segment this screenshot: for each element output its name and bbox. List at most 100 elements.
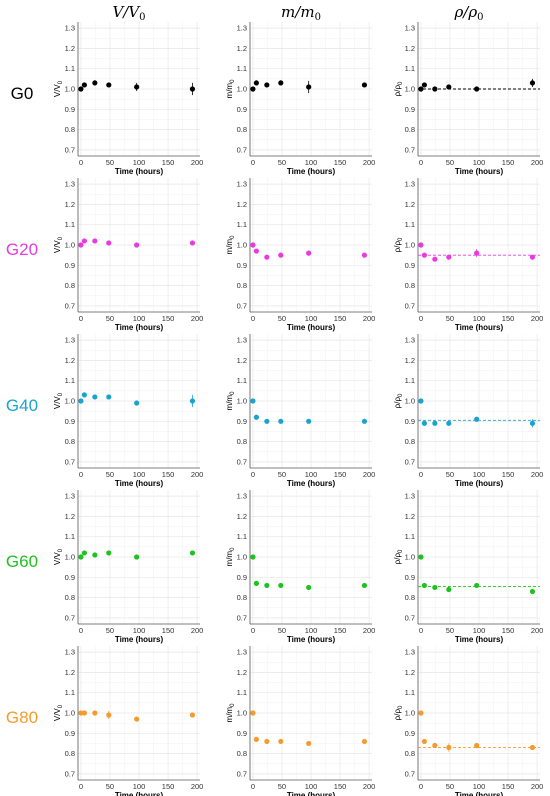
data-point — [446, 420, 452, 426]
y-tick-label: 1.1 — [405, 220, 415, 229]
x-tick-label: 200 — [363, 626, 376, 635]
y-tick-label: 1.1 — [237, 220, 247, 229]
y-tick-label: 0.8 — [65, 281, 75, 290]
x-tick-label: 200 — [531, 782, 544, 791]
x-axis-label: Time (hours) — [287, 479, 336, 488]
x-tick-label: 200 — [363, 470, 376, 479]
data-point — [264, 82, 270, 88]
x-tick-label: 150 — [502, 782, 515, 791]
y-tick-label: 1.2 — [405, 356, 415, 365]
y-tick-label: 1.0 — [65, 709, 75, 718]
y-tick-label: 0.9 — [237, 105, 247, 114]
x-tick-label: 50 — [278, 782, 286, 791]
data-point — [253, 414, 259, 420]
data-point — [250, 398, 256, 404]
data-point — [306, 250, 312, 256]
x-tick-label: 150 — [162, 314, 175, 323]
data-point — [106, 240, 112, 246]
data-point — [446, 586, 452, 593]
y-tick-label: 1.0 — [405, 85, 415, 94]
y-axis-label-main: V/V — [53, 84, 62, 98]
y-axis-label-main: m/m — [225, 395, 234, 411]
y-axis-label: m/m0 — [225, 703, 236, 723]
data-point — [264, 254, 270, 260]
x-tick-label: 100 — [133, 626, 146, 635]
x-tick-label: 0 — [79, 626, 83, 635]
x-tick-label: 100 — [133, 314, 146, 323]
y-axis-label: m/m0 — [225, 235, 236, 255]
data-point — [418, 398, 424, 404]
data-point — [250, 554, 256, 560]
data-point — [81, 82, 87, 88]
x-tick-label: 200 — [191, 158, 204, 167]
column-header-0: V/V0 — [112, 3, 145, 23]
y-axis-label: m/m0 — [225, 391, 236, 411]
y-tick-label: 1.3 — [405, 648, 415, 657]
column-header-sub: 0 — [477, 12, 483, 23]
x-tick-label: 200 — [191, 626, 204, 635]
x-tick-label: 100 — [305, 470, 318, 479]
data-point — [134, 84, 140, 90]
y-axis-label: V/V0 — [53, 236, 64, 253]
y-axis-label-sub: 0 — [398, 81, 404, 85]
y-tick-label: 1.3 — [237, 180, 247, 189]
y-tick-label: 1.0 — [405, 553, 415, 562]
data-point — [432, 420, 438, 426]
y-tick-label: 0.9 — [237, 261, 247, 270]
data-point — [250, 710, 256, 716]
y-axis-label-sub: 0 — [230, 235, 236, 239]
data-point — [81, 238, 87, 244]
data-point — [432, 742, 438, 749]
data-point — [78, 554, 84, 560]
x-tick-label: 150 — [502, 158, 515, 167]
x-tick-label: 100 — [473, 470, 486, 479]
panel-g80-0: 0.7 0.8 0.9 1.0 1.1 1.2 1.3 0 50 100 150 200 Time (h… — [53, 646, 203, 796]
y-tick-label: 1.2 — [65, 668, 75, 677]
y-tick-label: 1.3 — [405, 492, 415, 501]
data-point — [264, 738, 270, 745]
x-tick-label: 100 — [473, 158, 486, 167]
y-axis-label-main: V/V — [53, 240, 62, 254]
y-tick-label: 1.1 — [237, 376, 247, 385]
data-point — [306, 84, 312, 90]
x-tick-label: 50 — [278, 158, 286, 167]
y-tick-label: 0.7 — [405, 457, 415, 466]
column-header-1: m/m0 — [281, 3, 321, 23]
data-point — [432, 584, 438, 591]
y-tick-label: 0.7 — [65, 301, 75, 310]
x-axis-label: Time (hours) — [287, 167, 336, 176]
x-tick-label: 200 — [191, 470, 204, 479]
x-tick-label: 0 — [251, 470, 255, 479]
data-point — [253, 248, 259, 254]
data-point — [134, 716, 140, 722]
x-tick-label: 0 — [251, 314, 255, 323]
data-point — [278, 418, 284, 424]
data-point — [446, 84, 452, 90]
data-point — [92, 710, 98, 716]
y-axis-label-sub: 0 — [58, 236, 64, 240]
y-tick-label: 1.3 — [237, 336, 247, 345]
y-axis-label-main: m/m — [225, 239, 234, 255]
panel-g0-2: 0.7 0.8 0.9 1.0 1.1 1.2 1.3 0 50 100 150 200 Time (h… — [393, 22, 543, 176]
y-axis-label-sub: 0 — [58, 704, 64, 708]
data-point — [446, 254, 452, 260]
y-tick-label: 0.8 — [237, 593, 247, 602]
x-tick-label: 0 — [419, 782, 423, 791]
data-point — [361, 252, 368, 258]
y-tick-label: 0.7 — [237, 613, 247, 622]
x-tick-label: 100 — [305, 626, 318, 635]
data-point — [278, 738, 284, 745]
y-tick-label: 1.0 — [237, 241, 247, 250]
data-point — [81, 710, 87, 716]
y-tick-label: 1.1 — [65, 376, 75, 385]
data-point — [529, 254, 536, 260]
y-axis-label-sub: 0 — [230, 391, 236, 395]
y-tick-label: 1.3 — [65, 648, 75, 657]
x-tick-label: 0 — [419, 470, 423, 479]
y-axis-label-main: ρ/ρ — [393, 709, 402, 721]
data-point — [81, 550, 87, 556]
x-tick-label: 150 — [162, 470, 175, 479]
x-axis-label: Time (hours) — [287, 323, 336, 332]
y-tick-label: 0.7 — [65, 457, 75, 466]
y-tick-label: 0.7 — [65, 613, 75, 622]
